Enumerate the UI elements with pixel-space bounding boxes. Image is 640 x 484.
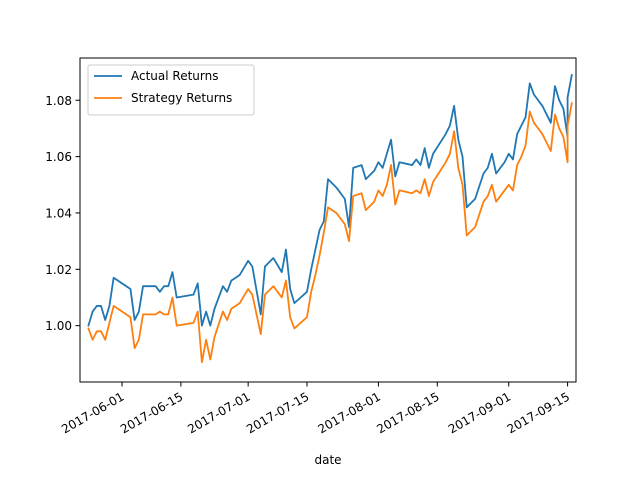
y-tick-label: 1.06 (45, 150, 72, 164)
legend: Actual Returns Strategy Returns (87, 64, 255, 116)
y-tick-label: 1.04 (45, 206, 72, 220)
axes-frame (79, 57, 577, 383)
legend-label-strategy-returns: Strategy Returns (131, 91, 232, 105)
series-layer (87, 74, 573, 364)
series-line-strategy-returns (87, 102, 573, 364)
legend-label-actual-returns: Actual Returns (131, 69, 218, 83)
legend-box (87, 64, 255, 116)
x-axis-label: date (314, 453, 341, 467)
y-axis: 1.00 1.02 1.04 1.06 1.08 (45, 94, 80, 333)
y-tick-label: 1.08 (45, 94, 72, 108)
y-tick-label: 1.00 (45, 319, 72, 333)
series-line-actual-returns (87, 74, 573, 327)
y-tick-label: 1.02 (45, 263, 72, 277)
